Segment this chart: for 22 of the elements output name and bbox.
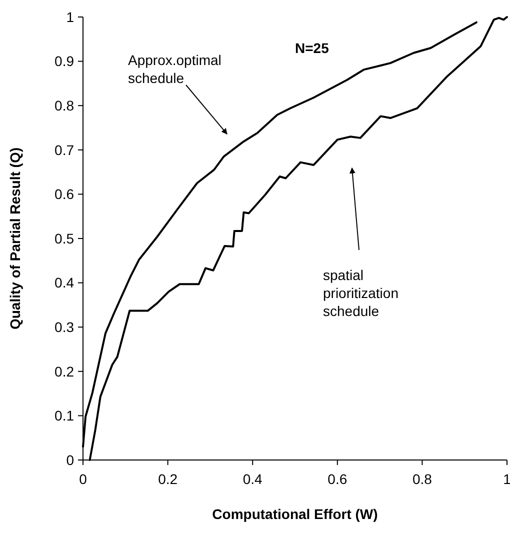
y-tick-label: 0.1: [54, 408, 74, 424]
y-tick-label: 0.5: [54, 230, 74, 246]
y-axis-title: Quality of Partial Result (Q): [7, 147, 23, 330]
x-tick-label: 1: [503, 471, 510, 487]
y-tick-label: 1: [66, 8, 74, 25]
x-tick-label: 0: [79, 471, 88, 487]
y-tick-label: 0.4: [54, 274, 74, 291]
annotation: N=25: [295, 40, 330, 56]
x-axis-title: Computational Effort (W): [212, 506, 378, 522]
annotation: Approx.optimal schedule: [128, 52, 222, 86]
x-tick-label: 0.8: [412, 471, 432, 487]
y-tick-label: 0.2: [54, 363, 74, 380]
y-tick-label: 0.9: [54, 53, 74, 70]
x-tick-label: 0.2: [158, 471, 178, 487]
annotation: spatial prioritization schedule: [323, 267, 398, 319]
y-tick-label: 0.3: [54, 319, 74, 335]
y-tick-label: 0.6: [54, 186, 74, 202]
y-tick-label: 0: [66, 452, 74, 468]
x-tick-label: 0.4: [242, 471, 263, 487]
y-tick-label: 0.7: [54, 142, 74, 158]
x-tick-label: 0.6: [328, 471, 348, 487]
y-tick-label: 0.8: [54, 98, 74, 114]
